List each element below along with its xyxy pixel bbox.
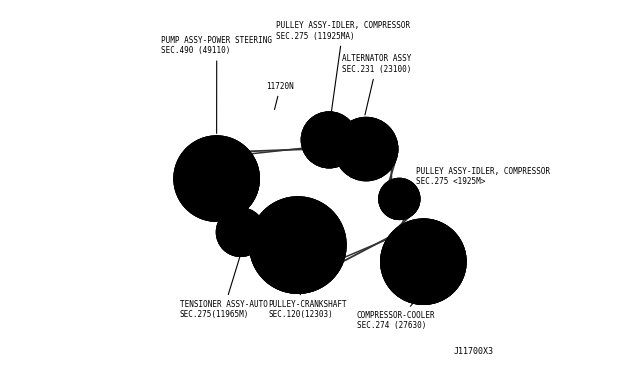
Text: TENSIONER ASSY-AUTO
SEC.275(11965M): TENSIONER ASSY-AUTO SEC.275(11965M) [180, 257, 268, 320]
Text: PULLEY-CRANKSHAFT
SEC.120(12303): PULLEY-CRANKSHAFT SEC.120(12303) [268, 292, 347, 320]
Text: 11720N: 11720N [266, 82, 294, 109]
Text: ALTERNATOR ASSY
SEC.231 (23100): ALTERNATOR ASSY SEC.231 (23100) [342, 54, 412, 115]
Text: J11700X3: J11700X3 [454, 347, 493, 356]
Circle shape [250, 197, 346, 293]
Circle shape [301, 112, 357, 167]
Circle shape [223, 239, 230, 246]
Circle shape [379, 179, 420, 219]
Circle shape [255, 229, 262, 235]
Text: COMPRESSOR-COOLER
SEC.274 (27630): COMPRESSOR-COOLER SEC.274 (27630) [357, 304, 436, 330]
Circle shape [335, 118, 397, 180]
Circle shape [216, 208, 264, 256]
Circle shape [243, 246, 250, 252]
Circle shape [174, 136, 259, 221]
Text: PULLEY ASSY-IDLER, COMPRESSOR
SEC.275 (11925MA): PULLEY ASSY-IDLER, COMPRESSOR SEC.275 (1… [276, 21, 410, 111]
Circle shape [381, 219, 466, 304]
Circle shape [243, 212, 250, 219]
Text: PUMP ASSY-POWER STEERING
SEC.490 (49110): PUMP ASSY-POWER STEERING SEC.490 (49110) [161, 36, 272, 134]
Text: PULLEY ASSY-IDLER, COMPRESSOR
SEC.275 <1925M>: PULLEY ASSY-IDLER, COMPRESSOR SEC.275 <1… [404, 167, 550, 186]
Circle shape [223, 218, 230, 225]
